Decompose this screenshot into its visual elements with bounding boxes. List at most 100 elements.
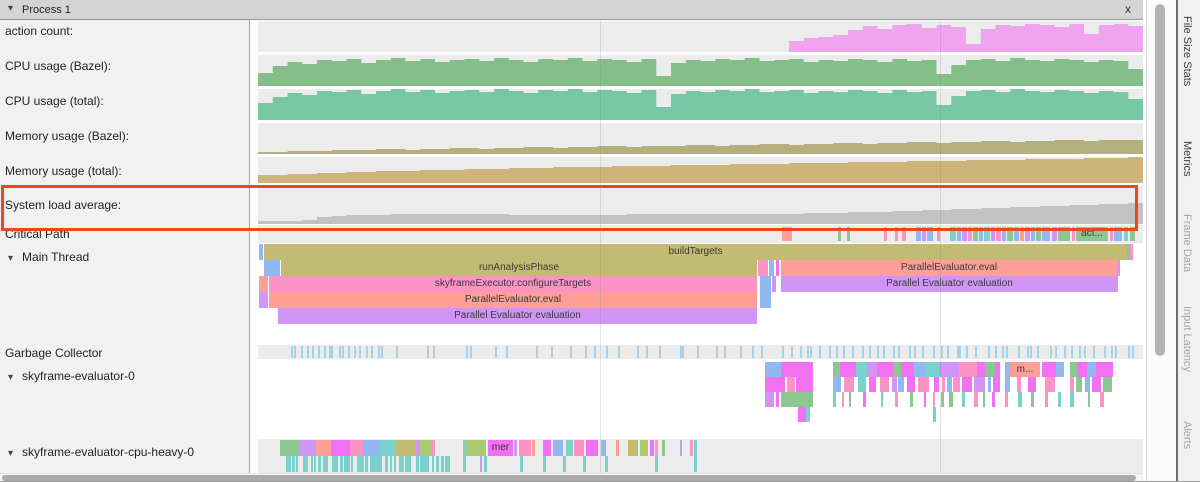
- trace-slice[interactable]: [690, 440, 693, 456]
- gc-event-tick[interactable]: [861, 346, 864, 358]
- gc-event-tick[interactable]: [618, 346, 621, 358]
- gc-event-tick[interactable]: [469, 346, 472, 358]
- slice-Parallel-Evaluator-evaluation[interactable]: Parallel Evaluator evaluation: [781, 276, 1118, 292]
- trace-slice[interactable]: [1072, 227, 1075, 241]
- trace-slice[interactable]: [796, 377, 813, 392]
- gc-event-tick[interactable]: [818, 346, 821, 358]
- trace-slice[interactable]: [895, 227, 898, 241]
- slice-mer[interactable]: mer: [488, 440, 513, 456]
- gc-event-tick[interactable]: [988, 346, 991, 358]
- trace-slice[interactable]: [781, 392, 813, 407]
- trace-slice[interactable]: [1007, 227, 1013, 241]
- trace-slice[interactable]: [938, 362, 959, 377]
- worker-tick[interactable]: [346, 456, 350, 472]
- gc-event-tick[interactable]: [1026, 346, 1029, 358]
- trace-slice[interactable]: [573, 440, 585, 456]
- gc-event-tick[interactable]: [293, 346, 296, 358]
- worker-tick[interactable]: [311, 456, 314, 472]
- trace-slice[interactable]: [420, 440, 432, 456]
- trace-slice[interactable]: [414, 440, 420, 456]
- worker-tick[interactable]: [340, 456, 344, 472]
- trace-slice[interactable]: [1070, 377, 1075, 392]
- worker-tick[interactable]: [313, 456, 317, 472]
- trace-slice[interactable]: [1031, 227, 1035, 241]
- trace-slice[interactable]: [316, 440, 331, 456]
- trace-slice[interactable]: [1042, 227, 1050, 241]
- gc-event-tick[interactable]: [323, 346, 326, 358]
- worker-tick[interactable]: [390, 456, 393, 472]
- gc-event-tick[interactable]: [868, 346, 871, 358]
- process-header-bar[interactable]: ▾ Process 1 x: [0, 0, 1143, 20]
- expand-arrow-icon[interactable]: ▾: [8, 448, 14, 459]
- gc-event-tick[interactable]: [318, 346, 321, 358]
- gc-event-tick[interactable]: [331, 346, 334, 358]
- trace-slice[interactable]: [841, 392, 844, 407]
- worker-tick[interactable]: [447, 456, 450, 472]
- worker-tick[interactable]: [400, 456, 405, 472]
- worker-tick[interactable]: [302, 456, 305, 472]
- counter-track-cpu-bazel[interactable]: [258, 55, 1143, 86]
- trace-slice[interactable]: [765, 392, 774, 407]
- trace-slice[interactable]: [776, 392, 779, 407]
- trace-slice[interactable]: [950, 227, 956, 241]
- slice-ParallelEvaluator-eval[interactable]: ParallelEvaluator.eval: [781, 260, 1117, 276]
- gc-event-tick[interactable]: [1114, 346, 1117, 358]
- trace-slice[interactable]: [1044, 377, 1055, 392]
- trace-slice[interactable]: [480, 456, 482, 472]
- trace-slice[interactable]: [299, 440, 317, 456]
- horizontal-scrollbar[interactable]: [0, 473, 1143, 481]
- counter-track-sys-load[interactable]: [258, 186, 1143, 224]
- gc-event-tick[interactable]: [965, 346, 968, 358]
- trace-slice[interactable]: [968, 227, 972, 241]
- worker-tick[interactable]: [655, 456, 658, 472]
- collapse-arrow-icon[interactable]: ▾: [8, 3, 14, 14]
- slice-act-[interactable]: act...: [1076, 227, 1108, 241]
- trace-slice[interactable]: [987, 377, 992, 392]
- trace-slice[interactable]: [941, 377, 946, 392]
- trace-slice[interactable]: [1075, 377, 1083, 392]
- trace-slice[interactable]: [973, 227, 978, 241]
- gc-event-tick[interactable]: [1104, 346, 1107, 358]
- trace-slice[interactable]: [760, 292, 771, 308]
- cpu-bazel-chart[interactable]: [258, 56, 1143, 86]
- worker-tick[interactable]: [384, 456, 389, 472]
- slice-buildTargets[interactable]: buildTargets: [264, 244, 1127, 260]
- trace-slice[interactable]: [330, 440, 350, 456]
- trace-slice[interactable]: [760, 276, 771, 292]
- gc-event-tick[interactable]: [291, 346, 294, 358]
- worker-tick[interactable]: [484, 456, 487, 472]
- gc-event-tick[interactable]: [1049, 346, 1052, 358]
- gc-event-tick[interactable]: [898, 346, 901, 358]
- trace-slice[interactable]: [1030, 392, 1034, 407]
- gc-event-tick[interactable]: [932, 346, 935, 358]
- trace-slice[interactable]: [910, 392, 914, 407]
- worker-tick[interactable]: [543, 456, 546, 472]
- trace-slice[interactable]: [776, 260, 779, 276]
- mem-total-chart[interactable]: [258, 157, 1143, 183]
- gc-event-tick[interactable]: [465, 346, 468, 358]
- trace-slice[interactable]: [833, 362, 840, 377]
- trace-slice[interactable]: [843, 377, 855, 392]
- trace-slice[interactable]: [396, 440, 415, 456]
- trace-slice[interactable]: [914, 362, 926, 377]
- trace-slice[interactable]: [1096, 362, 1113, 377]
- trace-slice[interactable]: [1117, 260, 1120, 276]
- worker-tick[interactable]: [444, 456, 448, 472]
- gc-event-tick[interactable]: [739, 346, 742, 358]
- action-count-chart[interactable]: [258, 22, 1143, 52]
- trace-slice[interactable]: [1045, 392, 1048, 407]
- trace-slice[interactable]: [1070, 362, 1077, 377]
- trace-slice[interactable]: [772, 276, 776, 292]
- trace-slice[interactable]: [280, 440, 300, 456]
- trace-slice[interactable]: [918, 377, 929, 392]
- trace-slice[interactable]: [993, 377, 1000, 392]
- gc-event-tick[interactable]: [1127, 346, 1130, 358]
- gc-event-tick[interactable]: [941, 346, 944, 358]
- gc-event-tick[interactable]: [806, 346, 809, 358]
- gc-event-tick[interactable]: [994, 346, 997, 358]
- critical-path-track[interactable]: act...: [258, 225, 1143, 243]
- gc-event-tick[interactable]: [342, 346, 345, 358]
- gc-event-tick[interactable]: [585, 346, 588, 358]
- vertical-scrollbar[interactable]: [1146, 0, 1176, 481]
- worker-tick[interactable]: [291, 456, 296, 472]
